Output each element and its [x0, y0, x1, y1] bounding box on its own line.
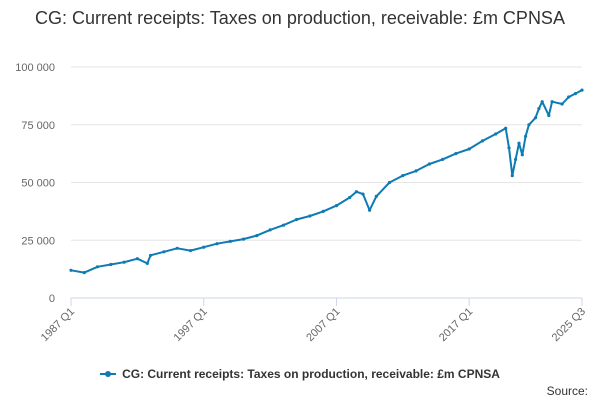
data-point	[368, 208, 372, 212]
series-layer	[69, 88, 584, 275]
data-point	[573, 92, 578, 96]
data-point	[149, 253, 153, 257]
data-point	[514, 157, 518, 161]
credits[interactable]: Source:	[546, 384, 588, 398]
data-point	[321, 209, 325, 213]
y-tick-label: 75 000	[21, 120, 55, 132]
data-point	[480, 139, 485, 143]
legend-swatch	[100, 371, 117, 377]
data-point	[188, 249, 193, 253]
data-point	[295, 217, 299, 222]
x-tick-label: 1987 Q1	[39, 306, 77, 344]
data-point	[122, 260, 126, 264]
data-point	[454, 152, 458, 156]
data-point	[580, 88, 584, 92]
data-point	[361, 192, 365, 196]
data-point	[387, 180, 392, 185]
data-point	[567, 95, 571, 99]
data-point	[202, 245, 206, 249]
y-tick-label: 0	[49, 293, 55, 305]
data-point	[162, 250, 166, 254]
series-line	[70, 89, 583, 274]
chart-title: CG: Current receipts: Taxes on productio…	[35, 8, 565, 28]
data-point	[145, 261, 149, 265]
legend: CG: Current receipts: Taxes on productio…	[0, 364, 600, 381]
data-point	[401, 174, 405, 178]
grid-layer	[71, 66, 582, 241]
data-point	[281, 223, 285, 227]
legend-item[interactable]: CG: Current receipts: Taxes on productio…	[100, 367, 500, 381]
data-point	[520, 153, 524, 157]
data-point	[215, 242, 219, 246]
x-tick-label: 2007 Q1	[304, 306, 342, 344]
legend-label: CG: Current receipts: Taxes on productio…	[122, 367, 500, 381]
data-point	[268, 228, 272, 232]
data-point	[550, 100, 554, 104]
data-point	[414, 169, 418, 173]
y-tick-label: 100 000	[15, 62, 55, 74]
data-point	[494, 132, 498, 136]
data-point	[547, 113, 551, 118]
data-point	[510, 174, 514, 178]
data-point	[354, 190, 358, 194]
data-point	[540, 100, 544, 104]
data-point	[533, 116, 538, 120]
x-tick-label: 2025 Q3	[550, 306, 588, 344]
data-point	[348, 195, 352, 200]
data-point	[467, 147, 471, 151]
data-point	[507, 146, 511, 150]
data-point	[524, 134, 528, 138]
data-point	[255, 234, 259, 238]
data-point	[69, 268, 73, 272]
data-point	[374, 194, 378, 198]
data-point	[109, 262, 113, 267]
x-tick-label: 2017 Q1	[437, 306, 475, 344]
data-point	[82, 271, 86, 275]
axis-layer: 0 25 000 50 000 75 000 100 000 1987 Q1 1997 Q1…	[15, 62, 588, 344]
data-point	[527, 123, 531, 127]
x-tick-label: 1997 Q1	[172, 306, 210, 344]
data-point	[537, 107, 541, 111]
data-point	[228, 239, 232, 243]
y-tick-label: 50 000	[21, 178, 55, 190]
data-point	[95, 265, 100, 269]
y-tick-label: 25 000	[21, 235, 55, 247]
data-point	[334, 204, 339, 208]
data-point	[427, 162, 431, 166]
data-point	[175, 246, 179, 250]
data-point	[441, 157, 445, 161]
data-point	[135, 257, 139, 261]
data-point	[504, 126, 508, 130]
data-point	[308, 214, 312, 218]
data-point	[517, 141, 521, 145]
data-point	[241, 237, 246, 241]
data-point	[560, 102, 564, 106]
